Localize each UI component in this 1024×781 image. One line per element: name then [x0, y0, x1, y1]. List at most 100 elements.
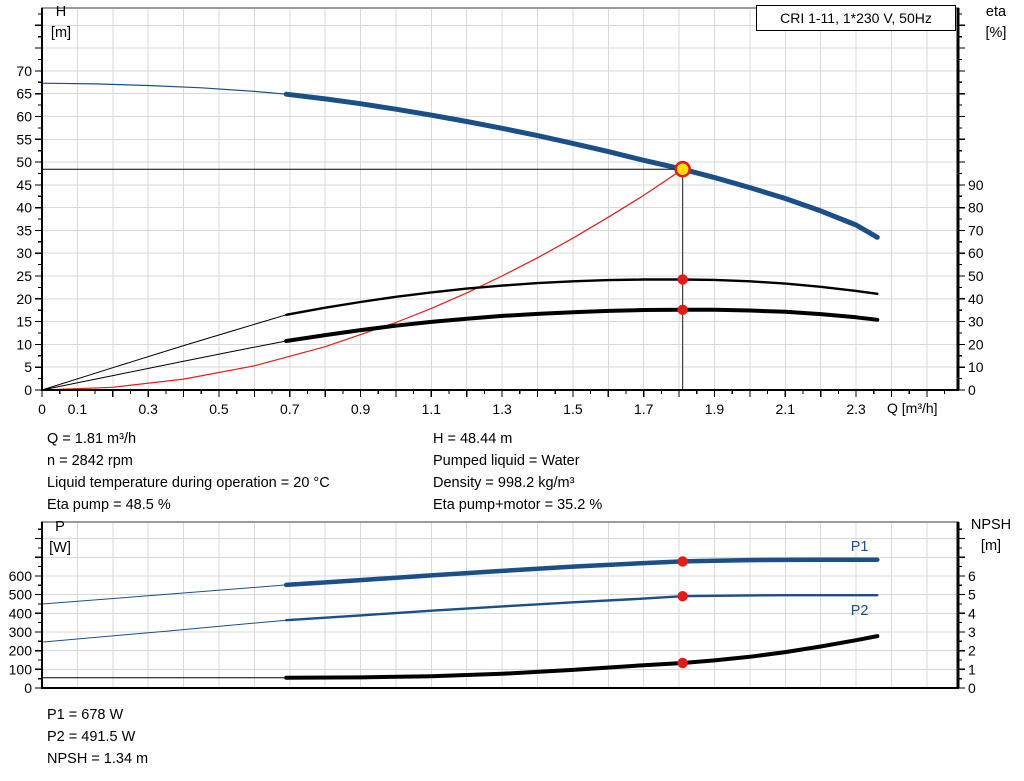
svg-text:60: 60: [968, 245, 984, 261]
svg-text:4: 4: [968, 605, 976, 621]
npsh-axis-title-line1: NPSH: [970, 517, 1012, 533]
svg-text:55: 55: [16, 131, 32, 147]
svg-text:70: 70: [968, 222, 984, 238]
svg-text:1.3: 1.3: [492, 401, 512, 417]
p1-point: [677, 556, 688, 567]
h-axis-title: H [m]: [40, 2, 82, 44]
info-q: Q = 1.81 m³/h: [47, 431, 137, 447]
p-axis-title: P [W]: [38, 517, 82, 559]
eta-axis-title-line2: [%]: [985, 25, 1007, 41]
svg-text:15: 15: [16, 314, 32, 330]
axis-lines: [41, 522, 960, 689]
svg-text:1: 1: [968, 661, 976, 677]
grid: [42, 522, 958, 688]
info-npsh: NPSH = 1.34 m: [47, 751, 149, 767]
eta-pump-curve-extension: [41, 314, 287, 391]
p2-point: [677, 591, 688, 602]
info-h: H = 48.44 m: [433, 431, 513, 447]
svg-text:1.9: 1.9: [705, 401, 725, 417]
svg-text:25: 25: [16, 268, 32, 284]
eta-axis-title: eta [%]: [974, 2, 1018, 44]
axis-ticks: [35, 13, 965, 397]
info-p1: P1 = 678 W: [47, 707, 124, 723]
svg-text:600: 600: [9, 568, 33, 584]
system-curve: [41, 168, 684, 391]
qh-eta-chart: 0 5 10 15 20 25 30 35 40 45 50 55 60 65 70 0 10 20 30 40 50 6…: [16, 7, 984, 417]
tick-labels: 0 100 200 300 400 500 600 0 1 2 3 4 5 6: [9, 568, 976, 696]
duty-info-left: Q = 1.81 m³/h n = 2842 rpm Liquid temper…: [47, 428, 330, 516]
svg-text:20: 20: [16, 291, 32, 307]
svg-text:0: 0: [24, 382, 32, 398]
svg-text:2.1: 2.1: [776, 401, 796, 417]
info-p2: P2 = 491.5 W: [47, 729, 136, 745]
svg-text:1.7: 1.7: [634, 401, 654, 417]
svg-text:0.5: 0.5: [209, 401, 229, 417]
q-axis-title: Q [m³/h]: [887, 400, 938, 416]
svg-text:1.5: 1.5: [563, 401, 583, 417]
npsh-point: [677, 657, 688, 669]
svg-text:5: 5: [24, 359, 32, 375]
svg-text:0.1: 0.1: [68, 401, 88, 417]
pump-title-box: CRI 1-11, 1*230 V, 50Hz: [756, 5, 956, 31]
svg-text:0.9: 0.9: [351, 401, 371, 417]
p1-curve-extension: [41, 584, 287, 605]
svg-text:5: 5: [968, 587, 976, 603]
info-eta-pump: Eta pump = 48.5 %: [47, 497, 171, 513]
svg-text:50: 50: [968, 268, 984, 284]
axis-ticks: [35, 528, 965, 689]
info-eta-pump-motor: Eta pump+motor = 35.2 %: [433, 497, 603, 513]
svg-text:0: 0: [968, 382, 976, 398]
info-speed: n = 2842 rpm: [47, 453, 133, 469]
svg-text:6: 6: [968, 568, 976, 584]
eta-pump-point: [677, 274, 688, 285]
svg-text:100: 100: [9, 661, 33, 677]
svg-text:40: 40: [16, 200, 32, 216]
svg-text:60: 60: [16, 108, 32, 124]
svg-text:1.1: 1.1: [422, 401, 442, 417]
svg-text:65: 65: [16, 86, 32, 102]
svg-text:0: 0: [38, 401, 46, 417]
svg-text:2: 2: [968, 643, 976, 659]
svg-text:0.3: 0.3: [138, 401, 158, 417]
npsh-axis-title: NPSH [m]: [960, 515, 1022, 557]
info-pumped-liquid: Pumped liquid = Water: [433, 453, 580, 469]
p1-curve: [283, 557, 880, 588]
svg-text:10: 10: [968, 359, 984, 375]
svg-text:300: 300: [9, 624, 33, 640]
npsh-axis-title-line2: [m]: [980, 538, 1002, 554]
eta-pump-motor-curve-extension: [41, 340, 287, 391]
p2-label: P2: [851, 603, 869, 619]
svg-text:2.3: 2.3: [846, 401, 866, 417]
eta-pump-curve: [285, 278, 879, 316]
svg-text:400: 400: [9, 605, 33, 621]
eta-axis-title-line1: eta: [985, 4, 1007, 20]
duty-info-right: H = 48.44 m Pumped liquid = Water Densit…: [433, 428, 602, 516]
svg-text:10: 10: [16, 336, 32, 352]
p2-curve-extension: [41, 619, 287, 643]
grid: [42, 8, 958, 390]
info-liquid-temperature: Liquid temperature during operation = 20…: [47, 475, 330, 491]
npsh-curve: [284, 634, 880, 680]
svg-text:45: 45: [16, 177, 32, 193]
h-axis-title-line2: [m]: [50, 25, 72, 41]
head-curve: [283, 91, 880, 240]
power-info-block: P1 = 678 W P2 = 491.5 W NPSH = 1.34 m: [47, 704, 148, 770]
eta-pump-motor-curve: [284, 307, 880, 343]
power-npsh-chart: 0 100 200 300 400 500 600 0 1 2 3 4 5 6 P1 P2: [9, 521, 976, 696]
svg-text:90: 90: [968, 177, 984, 193]
svg-text:200: 200: [9, 643, 33, 659]
svg-text:20: 20: [968, 336, 984, 352]
p-axis-title-line2: [W]: [49, 540, 71, 556]
p-axis-title-line1: P: [55, 519, 65, 535]
svg-text:30: 30: [968, 314, 984, 330]
eta-pump-motor-point: [677, 304, 688, 315]
svg-text:500: 500: [9, 587, 33, 603]
svg-text:0: 0: [968, 680, 976, 696]
axis-lines: [41, 8, 960, 391]
h-axis-title-line1: H: [55, 4, 67, 20]
p2-curve: [285, 594, 879, 622]
svg-text:70: 70: [16, 63, 32, 79]
svg-text:40: 40: [968, 291, 984, 307]
duty-point[interactable]: [674, 160, 691, 178]
